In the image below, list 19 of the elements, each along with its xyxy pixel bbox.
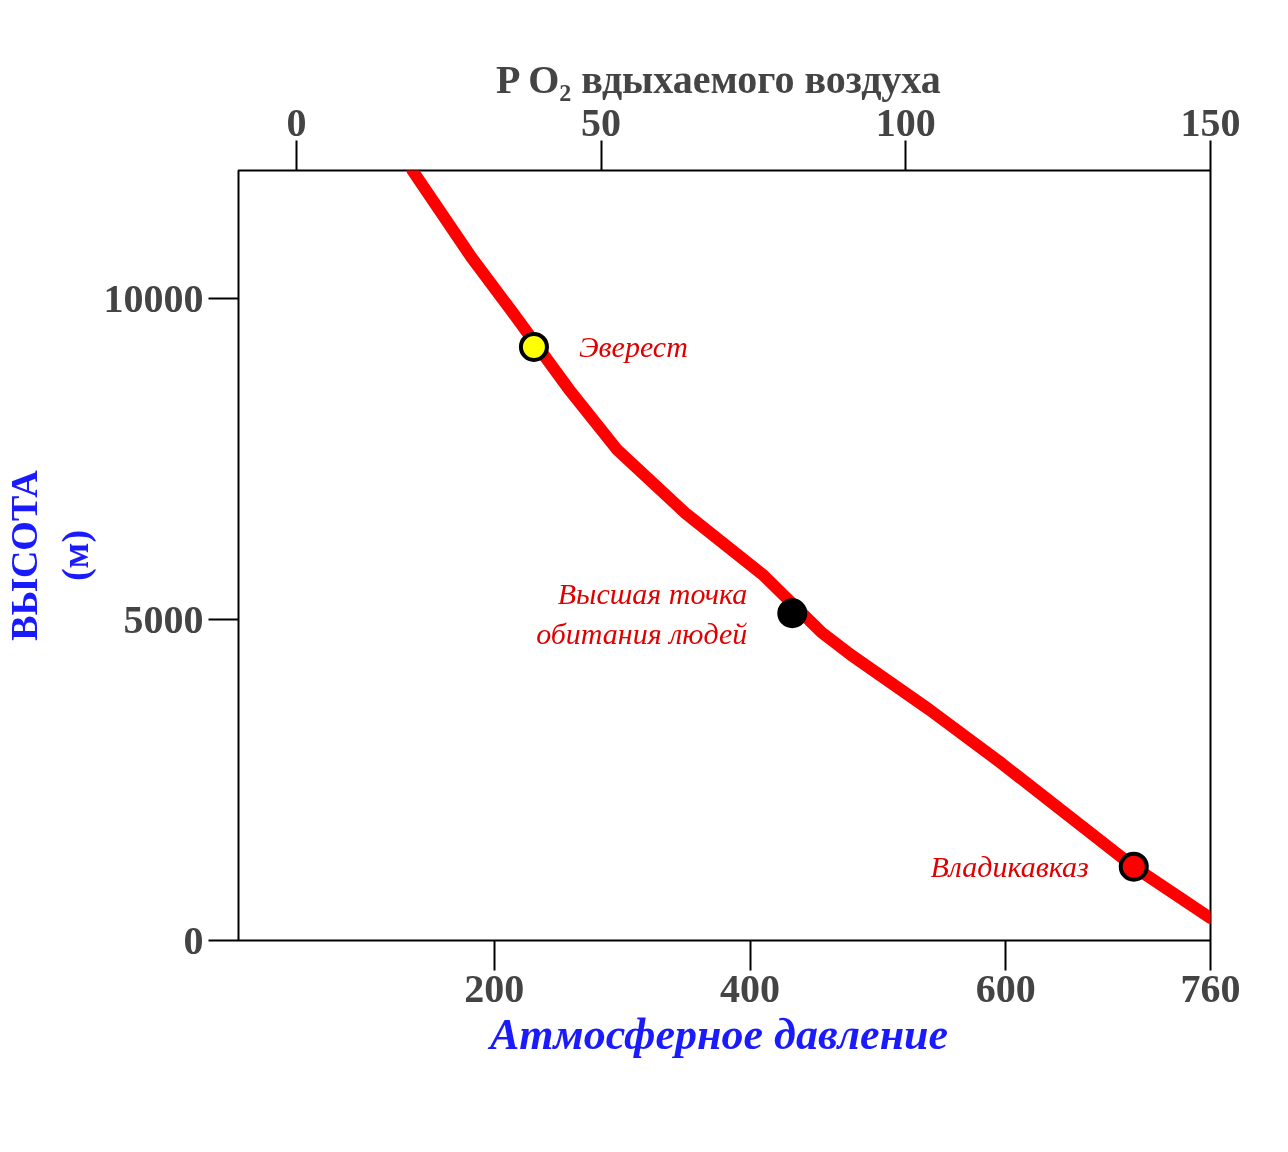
y-tick-label: 10000 [103, 275, 204, 321]
point [1118, 851, 1149, 882]
x-axis-title: Атмосферное давление [486, 1009, 949, 1059]
x-tick-label: 200 [464, 965, 525, 1011]
point [518, 331, 549, 362]
annotation: Эверест [578, 330, 688, 364]
point [777, 598, 808, 629]
x-tick-label: 760 [1180, 965, 1241, 1011]
x-tick-label: 600 [975, 965, 1036, 1011]
x-tick-label: 400 [720, 965, 781, 1011]
x2-tick-label: 50 [581, 99, 622, 145]
annotation: Высшая точка обитания людей [536, 576, 748, 650]
x2-axis-title: P O₂ вдыхаемого воздуха [495, 56, 941, 102]
y-axis-title: ВЫСОТА (м) [3, 469, 97, 641]
x2-tick-label: 150 [1180, 99, 1241, 145]
y-tick-label: 0 [183, 917, 204, 963]
y-tick-label: 5000 [123, 596, 204, 642]
annotation: Владикавказ [930, 850, 1089, 884]
x2-tick-label: 0 [286, 99, 307, 145]
